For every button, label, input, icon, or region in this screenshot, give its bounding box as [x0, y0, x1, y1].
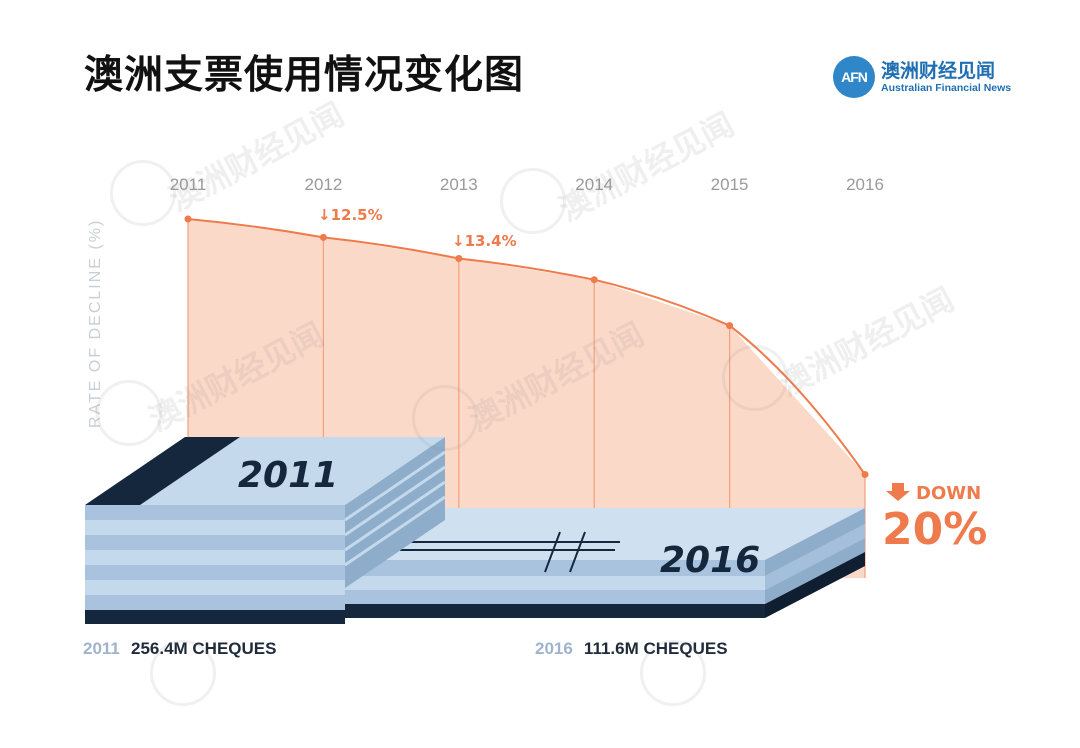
stack-2011-side-line — [344, 465, 446, 537]
brand-logo: AFN 澳洲财经见闻 Australian Financial News — [833, 56, 1033, 102]
stack-2011-side-line — [344, 495, 446, 567]
stack-2011-corner — [85, 437, 240, 505]
stack-label-2016: 2016 — [660, 540, 760, 581]
stack-2016-layer — [345, 576, 765, 590]
annotation-2013: ↓13.4% — [452, 232, 517, 250]
x-tick-2013: 2013 — [440, 175, 478, 194]
caption-2011-year: 2011 — [83, 639, 120, 658]
stack-2011-layer — [85, 580, 345, 595]
cheque-line — [569, 531, 586, 573]
stack-2016: 2016 — [345, 508, 865, 618]
stack-2011-base — [85, 610, 345, 624]
data-point-2012 — [319, 233, 327, 241]
stack-2011-layer — [85, 595, 345, 610]
data-point-2013 — [455, 255, 463, 263]
stack-2011-layer — [85, 550, 345, 565]
down-word: DOWN — [916, 483, 981, 504]
stack-2011-side-line — [344, 480, 446, 552]
x-tick-2011: 2011 — [170, 175, 207, 194]
stack-label-2011: 2011 — [238, 455, 338, 496]
stack-2011-layer — [85, 505, 345, 520]
page-title: 澳洲支票使用情况变化图 — [84, 53, 525, 98]
logo-name: 澳洲财经见闻 — [881, 60, 996, 82]
stack-2016-top — [345, 508, 865, 560]
stack-2011-side — [345, 437, 445, 588]
stack-2011: 2011 — [85, 437, 446, 624]
caption-2011: 2011 256.4M CHEQUES — [83, 639, 276, 658]
caption-2016: 2016 111.6M CHEQUES — [535, 639, 728, 658]
stack-2016-base — [345, 604, 765, 618]
data-point-2014 — [590, 276, 598, 284]
x-tick-2015: 2015 — [711, 175, 749, 194]
cheque-line — [544, 531, 561, 573]
data-point-2016 — [861, 471, 869, 479]
stack-2011-layer — [85, 535, 345, 550]
caption-2016-value: 111.6M CHEQUES — [584, 639, 728, 658]
y-axis-label: RATE OF DECLINE (%) — [87, 219, 104, 428]
stack-2016-side — [765, 524, 865, 590]
series-line — [187, 218, 866, 476]
x-tick-2016: 2016 — [846, 175, 884, 194]
stack-2011-side-line — [344, 450, 446, 522]
down-percent: 20% — [882, 504, 987, 555]
down-arrow-icon — [886, 483, 910, 501]
x-tick-2012: 2012 — [304, 175, 342, 194]
stack-2016-layer — [345, 560, 765, 576]
stack-2016-layer — [345, 590, 765, 604]
data-point-2011 — [184, 215, 192, 223]
afn-logo-icon: AFN — [833, 56, 875, 98]
logo-subtitle: Australian Financial News — [881, 82, 1012, 94]
caption-2011-value: 256.4M CHEQUES — [131, 639, 277, 658]
data-point-2015 — [726, 322, 734, 330]
stack-2016-base — [765, 552, 865, 618]
stack-2016-side — [765, 508, 865, 576]
x-tick-2014: 2014 — [575, 175, 613, 194]
annotation-2012: ↓12.5% — [318, 206, 383, 224]
caption-2016-year: 2016 — [535, 639, 573, 658]
stack-2011-layer — [85, 520, 345, 535]
stack-2011-layer — [85, 565, 345, 580]
stack-2016-side — [765, 538, 865, 604]
